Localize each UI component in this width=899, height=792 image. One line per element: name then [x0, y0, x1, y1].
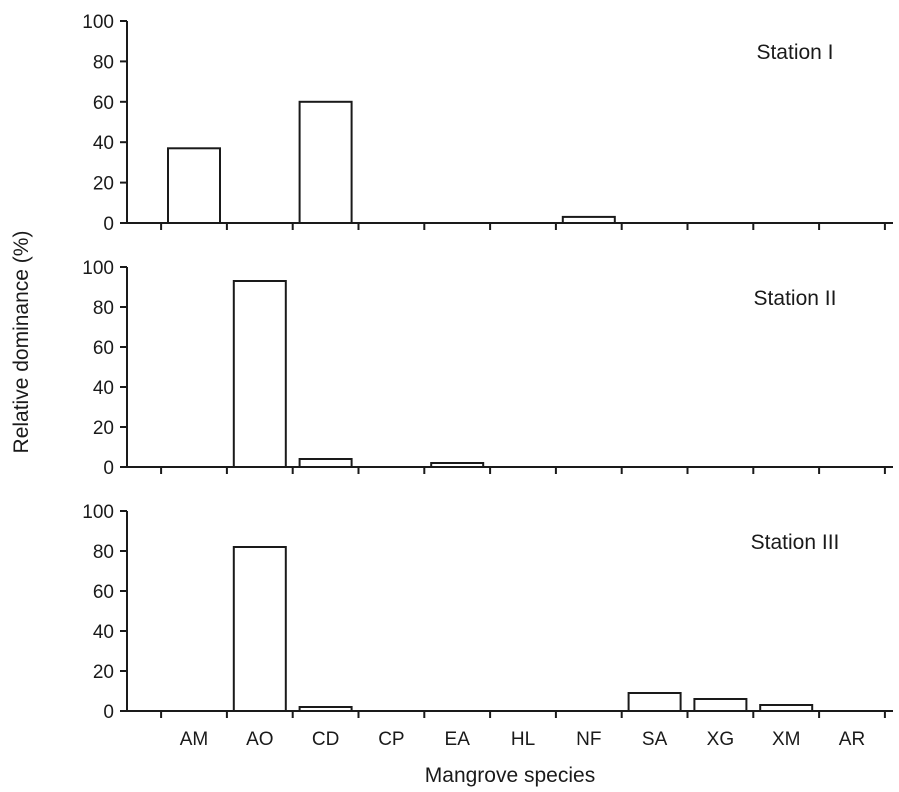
y-tick-label: 0	[103, 458, 114, 479]
category-label-ar: AR	[839, 729, 865, 750]
y-tick-label: 20	[93, 418, 114, 439]
bar-sa	[627, 692, 682, 712]
bar-xg	[693, 698, 748, 712]
category-label-cp: CP	[378, 729, 404, 750]
y-tick-label: 60	[93, 338, 114, 359]
category-label-xm: XM	[772, 729, 801, 750]
y-axis-title: Relative dominance (%)	[10, 231, 33, 454]
y-tick-label: 0	[103, 214, 114, 235]
bar-cd	[298, 458, 353, 468]
y-tick-label: 40	[93, 622, 114, 643]
category-label-nf: NF	[576, 729, 601, 750]
panel-1: 0 20 40 60 80 100 Station I	[82, 12, 893, 235]
category-label-ea: EA	[445, 729, 471, 750]
chart-panels: 0 20 40 60 80 100 Station I 0 20 40 60 80 100 Station…	[82, 12, 893, 723]
bar-cd	[298, 100, 353, 224]
category-label-sa: SA	[642, 729, 668, 750]
y-tick-label: 80	[93, 52, 114, 73]
bar-ao	[232, 546, 287, 712]
category-label-ao: AO	[246, 729, 273, 750]
station-label: Station II	[754, 287, 837, 310]
category-label-hl: HL	[511, 729, 535, 750]
y-tick-label: 100	[82, 502, 114, 523]
bar-am	[167, 147, 221, 224]
category-labels: AM AO CD CP EA HL NF SA XG XM AR	[180, 729, 865, 750]
panel-2: 0 20 40 60 80 100 Station II	[82, 258, 893, 479]
station-label: Station I	[756, 41, 833, 64]
y-tick-label: 100	[82, 12, 114, 33]
y-tick-label: 60	[93, 582, 114, 603]
y-tick-label: 0	[103, 702, 114, 723]
y-tick-label: 20	[93, 662, 114, 683]
category-label-cd: CD	[312, 729, 339, 750]
y-tick-label: 80	[93, 542, 114, 563]
bar-ao	[232, 280, 287, 468]
y-tick-label: 60	[93, 93, 114, 114]
station-label: Station III	[751, 531, 840, 554]
y-tick-label: 40	[93, 133, 114, 154]
y-tick-label: 80	[93, 298, 114, 319]
y-tick-label: 40	[93, 378, 114, 399]
panel-3: 0 20 40 60 80 100 Station III	[82, 502, 893, 723]
category-label-xg: XG	[707, 729, 734, 750]
y-tick-label: 100	[82, 258, 114, 279]
y-tick-label: 20	[93, 174, 114, 195]
x-axis-title: Mangrove species	[425, 764, 595, 787]
category-label-am: AM	[180, 729, 209, 750]
